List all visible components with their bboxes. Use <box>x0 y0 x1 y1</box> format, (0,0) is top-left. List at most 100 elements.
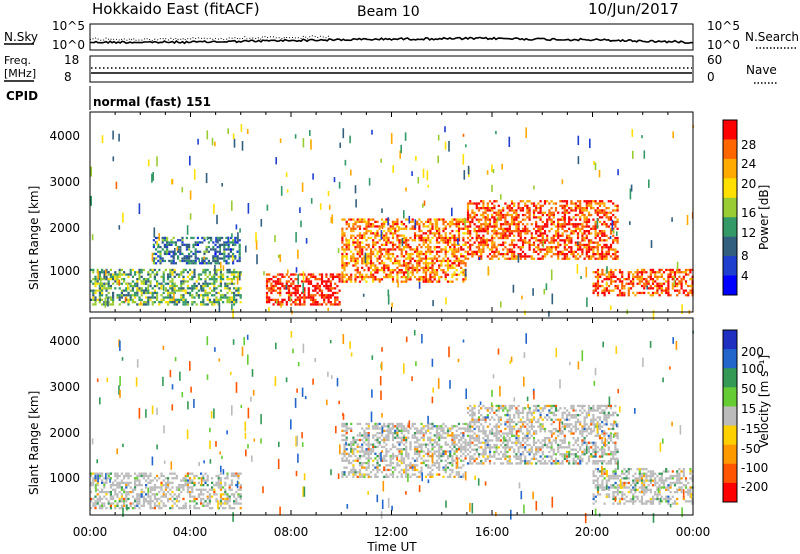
heatmap-cell <box>195 488 198 491</box>
heatmap-cell <box>171 481 174 484</box>
heatmap-cell <box>570 250 573 253</box>
heatmap-cell <box>272 298 275 301</box>
heatmap-cell <box>107 282 110 285</box>
heatmap-cell <box>473 453 476 456</box>
heatmap-cell <box>239 507 242 510</box>
heatmap-cell <box>134 500 137 503</box>
heatmap-cell <box>431 443 434 446</box>
heatmap-cell <box>186 303 189 306</box>
heatmap-cell <box>636 275 639 278</box>
heatmap-cell <box>347 262 351 265</box>
heatmap-cell <box>365 473 368 476</box>
heatmap-cell <box>356 457 359 460</box>
heatmap-cell <box>226 497 229 501</box>
heatmap-cell <box>603 239 606 242</box>
heatmap-cell <box>96 289 99 292</box>
heatmap-cell <box>532 202 536 205</box>
heatmap-cell <box>457 264 461 267</box>
heatmap-cell <box>167 282 170 285</box>
heatmap-cell <box>320 289 324 292</box>
heatmap-cell <box>338 301 341 304</box>
heatmap-cell <box>149 486 152 489</box>
heatmap-cell <box>206 497 209 501</box>
heatmap-cell <box>391 445 395 449</box>
heatmap-cell <box>451 443 454 446</box>
heatmap-cell <box>466 441 470 444</box>
heatmap-cell <box>466 218 470 221</box>
heatmap-cell <box>283 287 286 290</box>
heatmap-cell <box>480 250 483 253</box>
heatmap-cell <box>265 273 269 276</box>
heatmap-cell <box>451 207 453 217</box>
heatmap-cell <box>416 234 419 237</box>
heatmap-cell <box>592 282 595 285</box>
heatmap-cell <box>598 211 602 214</box>
heatmap-cell <box>464 438 467 442</box>
heatmap-cell <box>225 243 228 246</box>
heatmap-cell <box>365 450 368 453</box>
heatmap-cell <box>233 502 236 505</box>
heatmap-cell <box>125 474 128 478</box>
freq-label-line2: [MHz] <box>4 67 36 80</box>
heatmap-cell <box>94 479 97 482</box>
heatmap-cell <box>239 484 242 487</box>
heatmap-cell <box>378 269 381 272</box>
heatmap-cell <box>376 471 379 474</box>
heatmap-cell <box>239 301 242 304</box>
heatmap-cell <box>632 280 635 283</box>
heatmap-cell <box>427 220 430 223</box>
heatmap-cell <box>365 259 368 263</box>
heatmap-cell <box>186 287 189 290</box>
heatmap-cell <box>535 216 538 219</box>
heatmap-cell <box>603 294 606 297</box>
heatmap-cell <box>469 439 472 442</box>
heatmap-cell <box>460 255 463 258</box>
heatmap-cell <box>444 250 447 253</box>
heatmap-cell <box>552 202 555 205</box>
heatmap-cell <box>610 271 613 274</box>
heatmap-cell <box>301 303 304 306</box>
heatmap-cell <box>216 214 218 225</box>
heatmap-cell <box>363 429 366 432</box>
heatmap-cell <box>389 422 392 426</box>
heatmap-cell <box>341 280 344 283</box>
heatmap-cell <box>488 239 492 242</box>
heatmap-cell <box>427 425 430 428</box>
heatmap-cell <box>134 301 137 304</box>
heatmap-cell <box>587 211 591 214</box>
heatmap-cell <box>671 275 674 278</box>
heatmap-cell <box>341 252 344 256</box>
heatmap-cell <box>444 220 447 223</box>
heatmap-cell <box>276 303 280 306</box>
heatmap-cell <box>235 271 238 274</box>
heatmap-cell <box>158 486 161 489</box>
heatmap-cell <box>405 466 408 469</box>
heatmap-cell <box>396 434 399 437</box>
heatmap-cell <box>429 220 432 223</box>
heatmap-cell <box>581 211 584 214</box>
heatmap-cell <box>367 473 370 476</box>
heatmap-cell <box>435 229 439 233</box>
heatmap-cell <box>107 287 110 290</box>
heatmap-cell <box>409 271 412 274</box>
heatmap-cell <box>109 284 112 288</box>
heatmap-cell <box>361 466 364 469</box>
heatmap-cell <box>352 241 355 244</box>
heatmap-cell <box>383 264 386 267</box>
heatmap-cell <box>270 284 273 288</box>
heatmap-cell <box>477 462 481 465</box>
heatmap-cell <box>320 291 324 295</box>
heatmap-cell <box>394 269 397 272</box>
heatmap-cell <box>480 446 483 449</box>
heatmap-cell <box>411 252 414 256</box>
heatmap-cell <box>147 296 150 299</box>
heatmap-cell <box>191 294 194 297</box>
heatmap-cell <box>651 268 655 272</box>
heatmap-cell <box>632 273 635 276</box>
heatmap-cell <box>96 298 99 301</box>
heatmap-cell <box>374 438 377 442</box>
heatmap-cell <box>327 298 330 301</box>
heatmap-cell <box>367 246 370 249</box>
heatmap-cell <box>387 427 390 430</box>
freq-tick-bottom: 8 <box>64 70 72 84</box>
